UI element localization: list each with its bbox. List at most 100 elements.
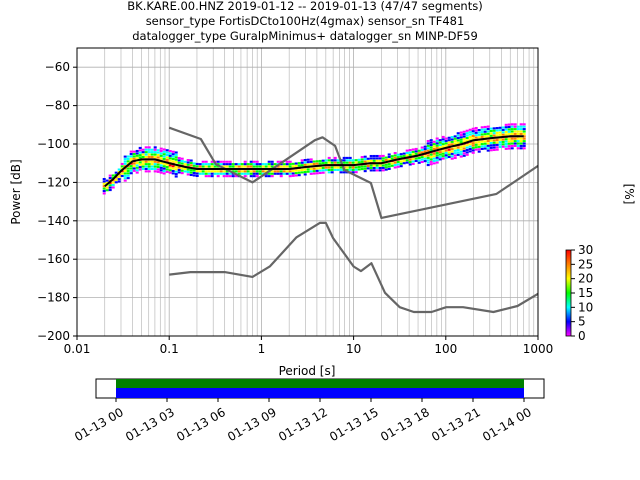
timeline-tick-label: 01-13 18 bbox=[378, 405, 432, 444]
heatmap-cell bbox=[285, 170, 289, 173]
heatmap-cell bbox=[522, 144, 526, 147]
timeline-tick-label: 01-13 15 bbox=[327, 405, 381, 444]
heatmap-cell bbox=[174, 156, 178, 159]
heatmap-cell bbox=[459, 145, 463, 149]
heatmap-cell bbox=[207, 175, 211, 178]
heatmap-cell bbox=[459, 138, 463, 141]
heatmap-cell bbox=[192, 164, 196, 167]
heatmap-cell bbox=[504, 147, 508, 150]
heatmap-cell bbox=[495, 139, 499, 142]
heatmap-cell bbox=[405, 159, 409, 162]
heatmap-cell bbox=[393, 166, 397, 169]
heatmap-cell bbox=[270, 175, 274, 178]
heatmap-cell bbox=[519, 147, 523, 150]
heatmap-cell bbox=[126, 157, 130, 160]
heatmap-cell bbox=[402, 154, 406, 158]
colorbar-tick-label: 15 bbox=[578, 286, 593, 300]
heatmap-cell bbox=[186, 168, 190, 171]
y-axis-ticks: −200 −180 −160 −140 −120 −100 −80 −60 bbox=[37, 60, 77, 343]
heatmap-cell bbox=[147, 170, 151, 173]
heatmap-cell bbox=[204, 165, 208, 168]
heatmap-cell bbox=[393, 154, 397, 157]
heatmap-cell bbox=[162, 170, 166, 173]
heatmap-cell bbox=[354, 159, 358, 162]
heatmap-cell bbox=[453, 137, 457, 140]
heatmap-cell bbox=[378, 166, 382, 170]
heatmap-cell bbox=[519, 144, 523, 147]
heatmap-cell bbox=[480, 128, 484, 131]
heatmap-cell bbox=[198, 170, 202, 173]
heatmap-cell bbox=[189, 164, 193, 167]
heatmap-cell bbox=[381, 157, 385, 160]
heatmap-cell bbox=[168, 159, 172, 162]
heatmap-cell bbox=[405, 149, 409, 152]
heatmap-cell bbox=[354, 166, 358, 169]
heatmap-cell bbox=[438, 158, 442, 161]
heatmap-cell bbox=[495, 129, 499, 132]
heatmap-cell bbox=[522, 142, 526, 145]
heatmap-cell bbox=[411, 153, 415, 156]
heatmap-cell bbox=[489, 139, 493, 142]
heatmap-cell bbox=[390, 157, 394, 160]
heatmap-cell bbox=[369, 166, 373, 170]
heatmap-cell bbox=[486, 144, 490, 147]
heatmap-cell bbox=[435, 156, 439, 159]
colorbar-tick-label: 30 bbox=[578, 243, 593, 257]
timeline-tick-label: 01-13 21 bbox=[429, 405, 483, 444]
heatmap-cell bbox=[492, 141, 496, 144]
heatmap-cell bbox=[129, 167, 133, 170]
heatmap-cell bbox=[480, 143, 484, 146]
heatmap-cell bbox=[150, 155, 154, 159]
heatmap-cell bbox=[171, 157, 175, 161]
heatmap-cell bbox=[441, 155, 445, 158]
heatmap-cell bbox=[234, 163, 238, 166]
heatmap-cell bbox=[417, 159, 421, 162]
heatmap-cell bbox=[210, 172, 214, 175]
heatmap-cell bbox=[330, 168, 334, 171]
heatmap-cell bbox=[234, 170, 238, 173]
heatmap-cell bbox=[147, 148, 151, 151]
heatmap-cell bbox=[291, 165, 295, 168]
heatmap-cell bbox=[243, 172, 247, 175]
heatmap-cell bbox=[198, 172, 202, 175]
heatmap-cell bbox=[102, 187, 106, 190]
heatmap-cell bbox=[360, 158, 364, 161]
heatmap-cell bbox=[432, 143, 436, 146]
heatmap-cell bbox=[204, 160, 208, 163]
heatmap-cell bbox=[519, 132, 523, 135]
heatmap-cell bbox=[420, 160, 424, 164]
heatmap-cell bbox=[423, 157, 427, 160]
heatmap-cell bbox=[342, 159, 346, 162]
heatmap-cell bbox=[312, 170, 316, 173]
noise-model-high bbox=[168, 126, 539, 219]
heatmap-cell bbox=[285, 172, 289, 175]
heatmap-cell bbox=[288, 172, 292, 175]
heatmap-cell bbox=[498, 133, 502, 137]
title-line-3: datalogger_type GuralpMinimus+ datalogge… bbox=[132, 29, 478, 43]
heatmap-cell bbox=[489, 134, 493, 137]
heatmap-cell bbox=[408, 163, 412, 166]
heatmap-cell bbox=[384, 168, 388, 171]
heatmap-cell bbox=[375, 164, 379, 167]
heatmap-cell bbox=[162, 172, 166, 175]
heatmap-cell bbox=[270, 160, 274, 163]
heatmap-cell bbox=[165, 163, 169, 166]
heatmap-cell bbox=[513, 140, 517, 143]
heatmap-cell bbox=[222, 163, 226, 166]
heatmap-cell bbox=[126, 160, 130, 163]
heatmap-cell bbox=[522, 140, 526, 143]
heatmap-cell bbox=[444, 149, 448, 152]
heatmap-cell bbox=[102, 192, 106, 195]
heatmap-cell bbox=[144, 160, 148, 163]
heatmap-cell bbox=[117, 175, 121, 178]
heatmap-cell bbox=[393, 152, 397, 155]
heatmap-cell bbox=[456, 139, 460, 142]
heatmap-cell bbox=[120, 162, 124, 166]
heatmap-cell bbox=[438, 153, 442, 156]
heatmap-cell bbox=[297, 169, 301, 172]
heatmap-cell bbox=[492, 127, 496, 130]
heatmap-cell bbox=[429, 163, 433, 166]
heatmap-cell bbox=[510, 123, 514, 126]
heatmap-cell bbox=[204, 170, 208, 173]
